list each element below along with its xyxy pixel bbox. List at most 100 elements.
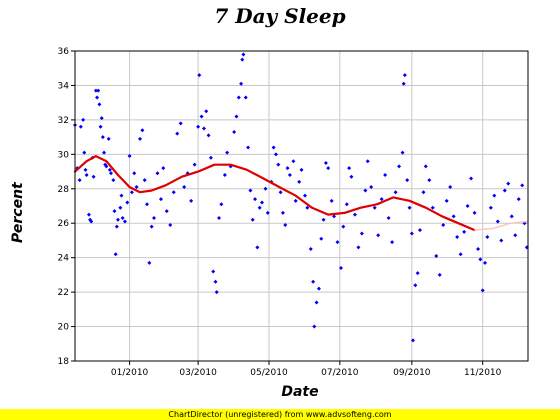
scatter-point — [329, 198, 334, 203]
scatter-point — [480, 288, 485, 293]
scatter-point — [451, 214, 456, 219]
scatter-point — [520, 183, 525, 188]
scatter-point — [239, 81, 244, 86]
scatter-point — [182, 185, 187, 190]
scatter-point — [434, 253, 439, 258]
scatter-point — [138, 136, 143, 141]
scatter-point — [516, 197, 521, 202]
scatter-point — [127, 154, 132, 159]
scatter-point — [488, 205, 493, 210]
scatter-point — [140, 128, 145, 133]
scatter-point — [321, 217, 326, 222]
scatter-point — [308, 247, 313, 252]
scatter-point — [415, 271, 420, 276]
scatter-point — [499, 238, 504, 243]
scatter-point — [214, 290, 219, 295]
scatter-point — [120, 216, 125, 221]
scatter-point — [280, 210, 285, 215]
scatter-point — [201, 126, 206, 131]
scatter-point — [444, 198, 449, 203]
scatter-point — [197, 73, 202, 78]
scatter-point — [114, 224, 119, 229]
scatter-point — [257, 205, 262, 210]
scatter-point — [356, 245, 361, 250]
scatter-point — [206, 133, 211, 138]
scatter-point — [109, 171, 114, 176]
scatter-point — [465, 204, 470, 208]
scatter-point — [400, 150, 405, 155]
scatter-point — [311, 279, 316, 284]
scatter-point — [118, 205, 123, 210]
scatter-point — [513, 233, 518, 238]
scatter-point — [305, 205, 310, 210]
scatter-point — [476, 247, 481, 252]
scatter-point — [115, 217, 120, 222]
scatter-point — [248, 188, 253, 193]
y-tick-label: 34 — [58, 81, 70, 91]
scatter-point — [314, 300, 319, 305]
scatter-point — [96, 88, 101, 93]
scatter-point — [293, 198, 298, 203]
scatter-point — [347, 166, 352, 171]
scatter-point — [485, 235, 490, 239]
scatter-point — [352, 212, 357, 217]
scatter-point — [217, 216, 222, 221]
y-tick-label: 28 — [58, 185, 70, 195]
scatter-point — [113, 252, 118, 257]
scatter-point — [236, 95, 241, 100]
y-axis-ticks: 18 20 22 24 26 28 30 32 34 36 — [58, 47, 75, 367]
scatter-point — [189, 198, 194, 203]
scatter-point — [175, 131, 180, 136]
scatter-point — [222, 173, 227, 177]
scatter-point — [413, 283, 418, 288]
scatter-point — [132, 171, 137, 176]
scatter-point — [302, 193, 307, 198]
scatter-point — [119, 193, 124, 198]
scatter-point — [409, 231, 414, 236]
scatter-point — [478, 257, 483, 262]
scatter-point — [107, 167, 112, 172]
chart-title: 7 Day Sleep — [214, 4, 346, 28]
scatter-point — [379, 197, 384, 202]
scatter-point — [441, 222, 446, 227]
scatter-point — [506, 181, 511, 186]
scatter-point — [99, 116, 104, 121]
scatter-point — [338, 266, 343, 270]
scatter-point — [492, 193, 497, 198]
scatter-point — [122, 219, 127, 224]
scatter-point — [246, 145, 251, 150]
scatter-point — [253, 197, 258, 202]
scatter-point — [102, 150, 107, 155]
scatter-point — [386, 216, 391, 221]
scatter-point — [192, 162, 197, 167]
scatter-point — [106, 136, 111, 141]
scatter-point — [287, 173, 292, 177]
scatter-point — [390, 240, 395, 245]
scatter-point — [319, 236, 324, 241]
plot-frame — [74, 50, 529, 362]
scatter-point — [84, 173, 89, 177]
scatter-point — [344, 202, 349, 207]
x-tick-label: 11/2010 — [464, 368, 502, 378]
scatter-point — [278, 190, 283, 195]
scatter-point — [89, 219, 94, 224]
scatter-point — [323, 160, 328, 165]
scatter-point — [234, 114, 239, 119]
scatter-point — [376, 233, 381, 238]
y-tick-label: 26 — [58, 219, 70, 229]
scatter-point — [81, 117, 86, 122]
scatter-point — [273, 152, 278, 157]
scatter-point — [93, 88, 98, 93]
scatter-point — [427, 178, 432, 183]
scatter-point — [111, 178, 116, 183]
scatter-point — [448, 185, 453, 190]
y-tick-label: 20 — [58, 323, 70, 333]
scatter-point — [421, 190, 426, 195]
scatter-point — [232, 129, 237, 134]
scatter-point — [263, 186, 268, 191]
x-axis-title: Date — [281, 384, 319, 400]
scatter-point — [369, 185, 374, 190]
scatter-point — [219, 202, 224, 207]
scatter-point — [104, 164, 109, 169]
